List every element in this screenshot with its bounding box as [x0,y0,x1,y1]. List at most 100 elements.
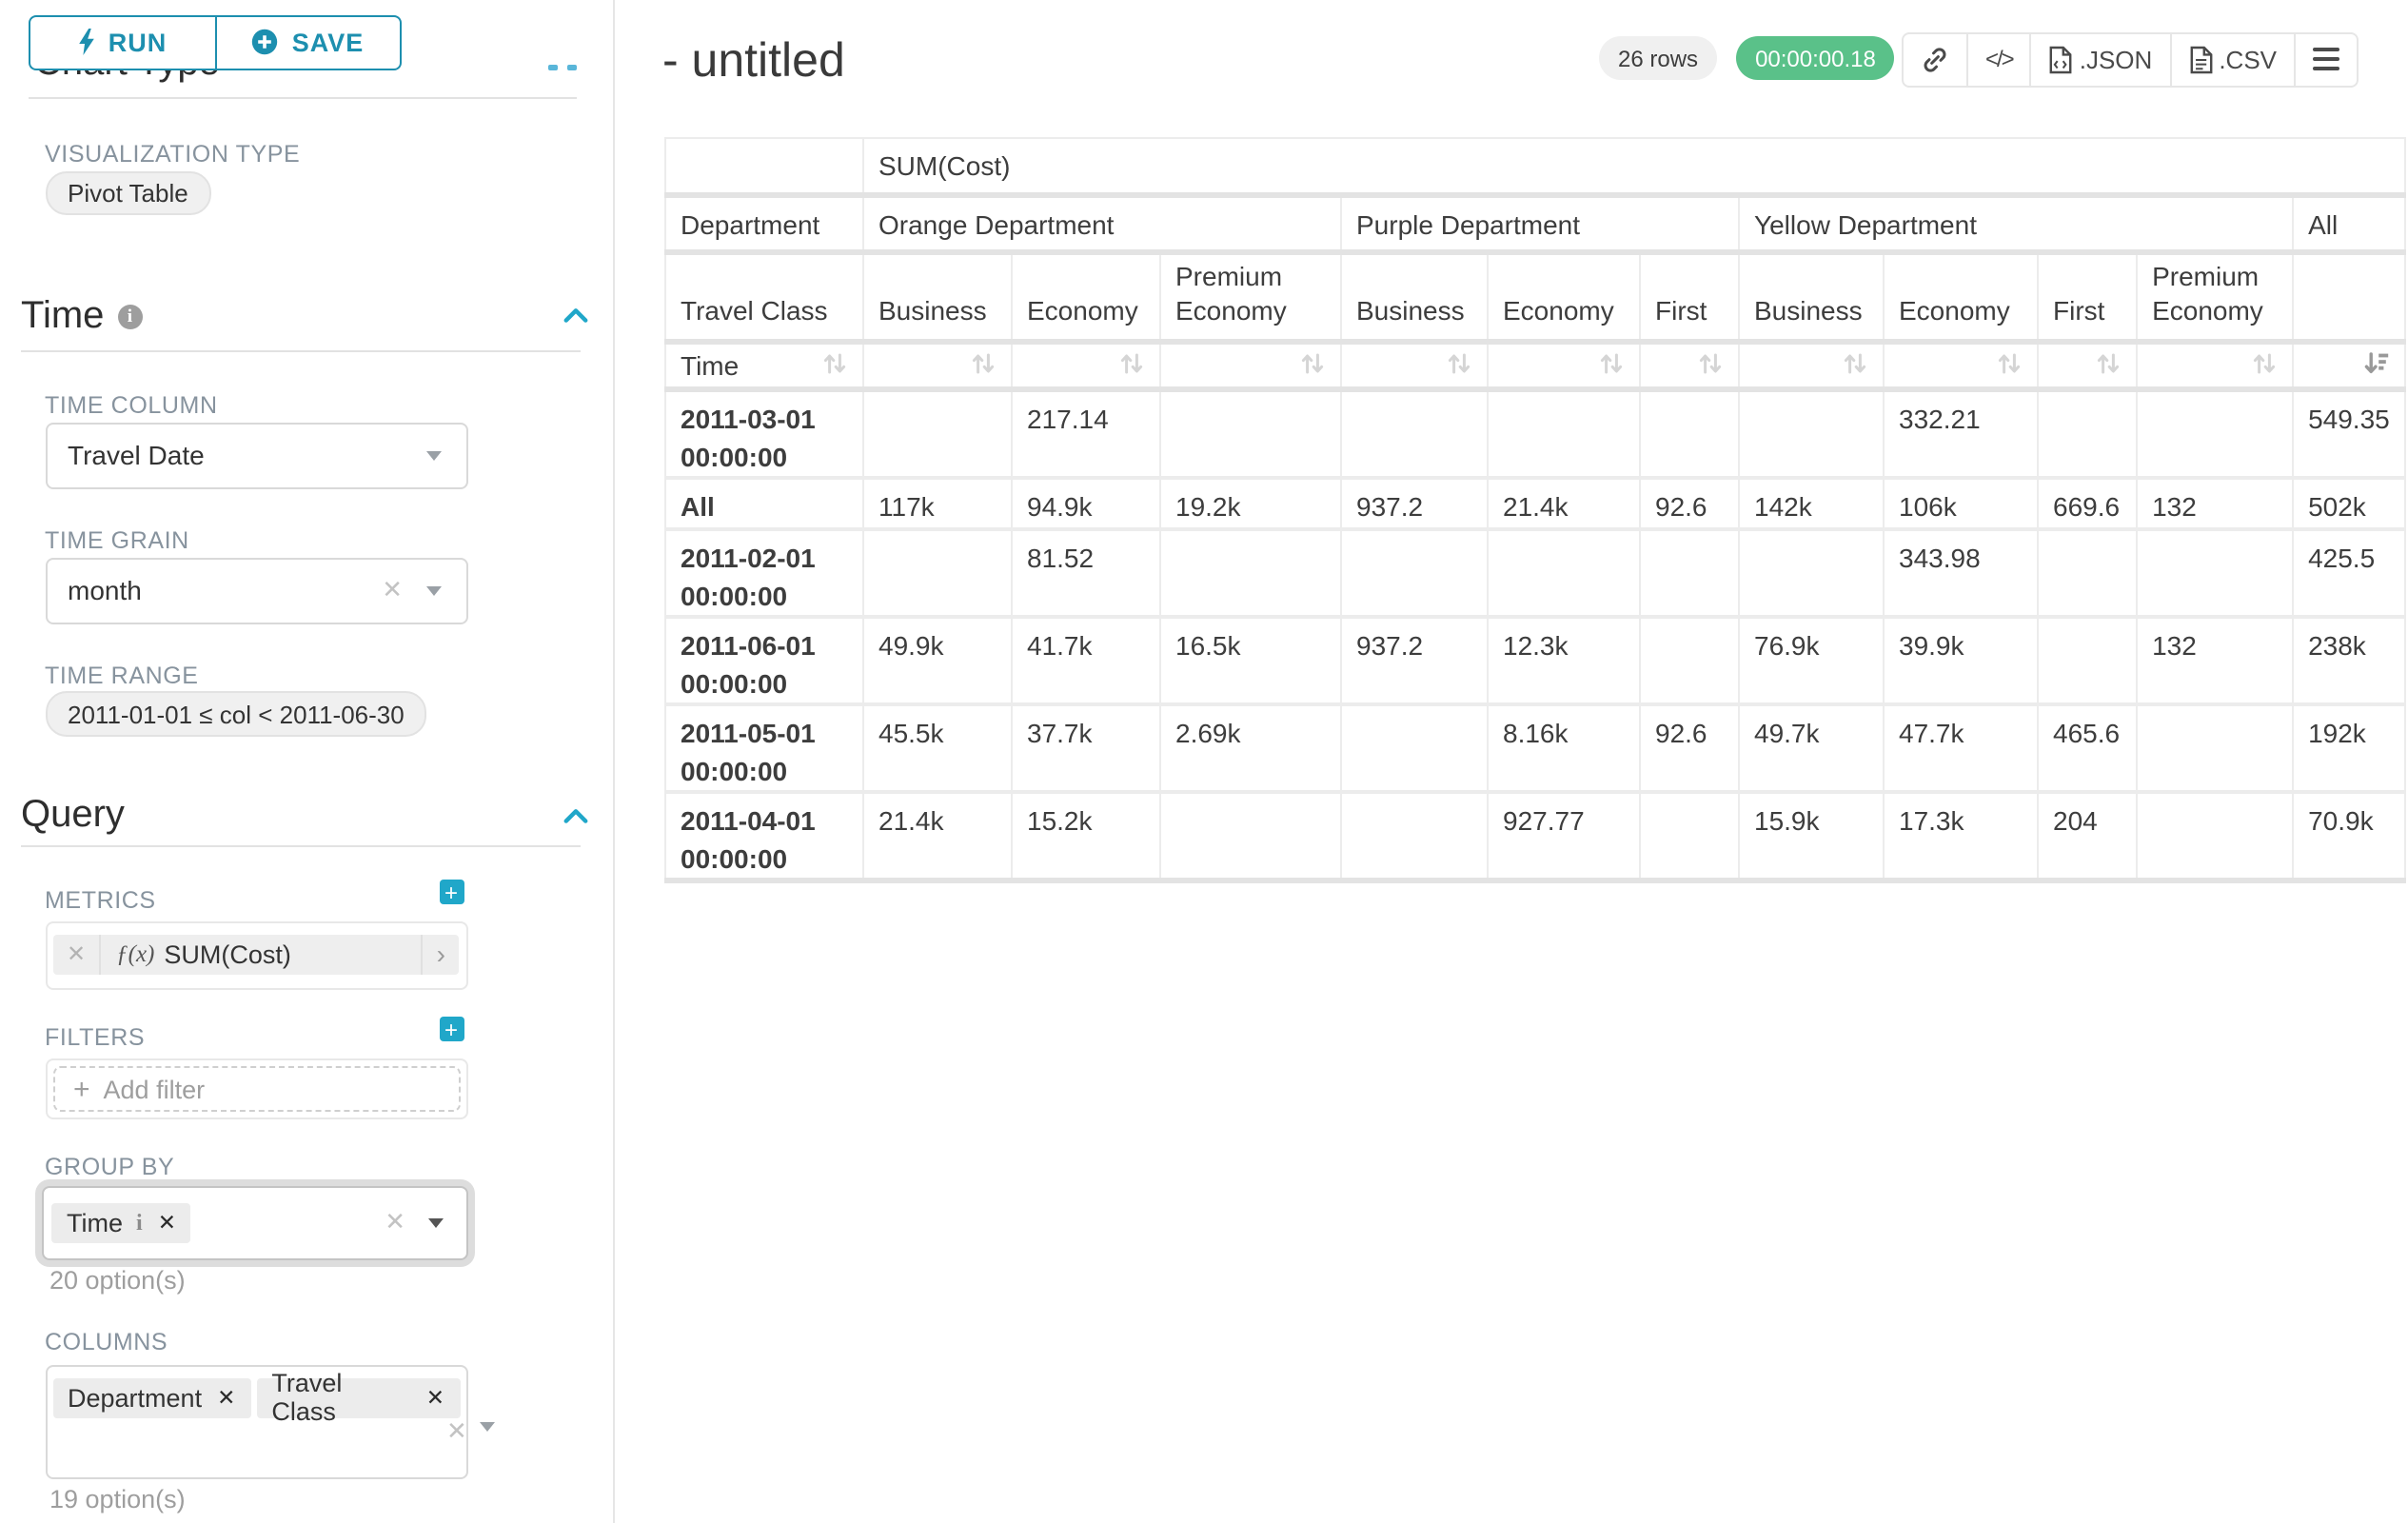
sort-toggle-icon[interactable] [1842,350,1866,381]
value-cell: 94.9k [1010,477,1160,531]
add-filter-plus-button[interactable]: + [439,1017,464,1041]
sort-toggle-icon[interactable] [1697,350,1722,381]
time-grain-label: TIME GRAIN [45,527,189,554]
control-panel: Chart Type RUN SAVE VISUALIZATION TYPE P… [0,0,615,1523]
sort-toggle-icon[interactable] [970,350,995,381]
add-metric-button[interactable]: + [439,880,464,904]
group-by-option-count: 20 option(s) [49,1266,186,1295]
row-label: All [663,477,863,531]
value-cell: 238k [2291,616,2407,706]
columns-select[interactable]: Department ✕ Travel Class ✕ ✕ [45,1364,494,1479]
sort-toggle-icon[interactable] [1996,350,2021,381]
remove-metric-icon[interactable]: ✕ [67,940,87,968]
expand-metric-chevron-icon[interactable]: › [436,939,445,970]
travel-class-header: Economy [1882,251,2038,345]
value-cell: 21.4k [1486,477,1640,531]
sort-toggle-icon[interactable] [821,350,846,381]
remove-tag-icon[interactable]: ✕ [157,1213,176,1236]
value-cell [2035,616,2138,706]
travel-class-header: Business [1339,251,1488,345]
travel-class-header: First [1638,251,1739,345]
time-grain-value: month [68,575,142,606]
sort-descending-active-icon[interactable] [2363,350,2390,381]
remove-tag-icon[interactable]: ✕ [217,1388,236,1412]
value-cell: 81.52 [1010,528,1160,619]
export-csv-button[interactable]: .CSV [2171,33,2296,85]
sort-header-cell [1638,341,1739,392]
sort-toggle-icon[interactable] [1299,350,1324,381]
row-count-badge: 26 rows [1599,36,1718,80]
value-cell: 132 [2135,477,2294,531]
selected-option-tag[interactable]: Department ✕ [52,1377,251,1418]
value-cell [1158,388,1341,480]
columns-option-count: 19 option(s) [49,1485,186,1513]
save-button[interactable]: SAVE [214,14,402,69]
run-button[interactable]: RUN [29,14,214,69]
value-cell: 204 [2035,791,2138,883]
clear-icon[interactable]: ✕ [446,1415,467,1444]
sort-header-cell [2135,341,2294,392]
collapse-query-chevron-icon[interactable] [563,807,588,824]
sort-toggle-icon[interactable] [1118,350,1143,381]
sort-toggle-icon[interactable] [1598,350,1623,381]
metrics-box: ✕ ƒ(x) SUM(Cost) › [45,921,467,989]
info-icon: i [117,305,143,329]
table-row: 2011-04-01 00:00:00 21.4k 15.2k 927.77 15.9k… [663,791,2407,883]
selected-option-tag[interactable]: Time i ✕ [51,1202,191,1243]
value-cell: 15.2k [1010,791,1160,883]
chevron-down-icon[interactable] [425,450,441,461]
sort-header-cell [1158,341,1341,392]
plus-circle-icon [252,29,278,55]
time-grain-select[interactable]: month ✕ [45,557,467,624]
table-row: 2011-03-01 00:00:00 217.14 332.21 549.35 [663,388,2407,480]
value-cell: 21.4k [861,791,1012,883]
value-cell: 927.77 [1486,791,1640,883]
copy-link-button[interactable] [1904,33,1968,85]
info-icon: i [136,1208,143,1236]
divider [21,350,581,352]
chevron-down-icon[interactable] [425,585,441,596]
hamburger-icon [2313,47,2339,71]
link-icon [1924,47,1946,71]
group-by-select[interactable]: Time i ✕ ✕ [41,1185,468,1260]
clear-icon[interactable]: ✕ [382,575,403,604]
value-cell: 92.6 [1638,477,1739,531]
query-timer-badge: 00:00:00.18 [1736,36,1895,80]
table-row: All 117k 94.9k 19.2k 937.2 21.4k 92.6 142k 106k 6… [663,477,2407,531]
sort-toggle-icon[interactable] [2095,350,2120,381]
corner-cell [663,136,863,198]
department-group-header: Purple Department [1339,194,1739,255]
add-filter-text: Add filter [103,1075,206,1103]
value-cell [2035,528,2138,619]
metric-pill[interactable]: ✕ ƒ(x) SUM(Cost) › [53,934,459,975]
row-label: 2011-03-01 00:00:00 [663,388,863,480]
value-cell: 8.16k [1486,703,1640,794]
collapse-time-chevron-icon[interactable] [563,307,588,324]
travel-class-header: First [2035,251,2138,345]
selected-option-tag[interactable]: Travel Class ✕ [256,1370,460,1427]
menu-button[interactable] [2296,33,2357,85]
value-cell: 192k [2291,703,2407,794]
time-column-select[interactable]: Travel Date [45,422,467,489]
export-json-button[interactable]: .JSON [2032,33,2172,85]
row-label: 2011-04-01 00:00:00 [663,791,863,883]
value-cell: 465.6 [2035,703,2138,794]
sort-toggle-icon[interactable] [1446,350,1470,381]
chevron-down-icon[interactable] [479,1421,494,1431]
value-cell [2035,388,2138,480]
value-cell [1486,528,1640,619]
chart-title[interactable]: - untitled [662,34,845,88]
travel-class-dim-header: Travel Class [663,251,863,345]
add-filter-button[interactable]: + Add filter [52,1066,460,1112]
sort-toggle-icon[interactable] [2251,350,2276,381]
remove-tag-icon[interactable]: ✕ [425,1388,444,1412]
value-cell [1638,616,1739,706]
clear-icon[interactable]: ✕ [385,1207,405,1236]
time-range-chip[interactable]: 2011-01-01 ≤ col < 2011-06-30 [45,691,427,737]
run-save-buttonbar: RUN SAVE [29,14,402,69]
view-query-button[interactable]: </> [1968,33,2032,85]
chevron-down-icon[interactable] [428,1217,444,1228]
viz-type-chip[interactable]: Pivot Table [45,171,211,215]
sort-header-cell [861,341,1012,392]
all-travel-class-header [2291,251,2407,345]
